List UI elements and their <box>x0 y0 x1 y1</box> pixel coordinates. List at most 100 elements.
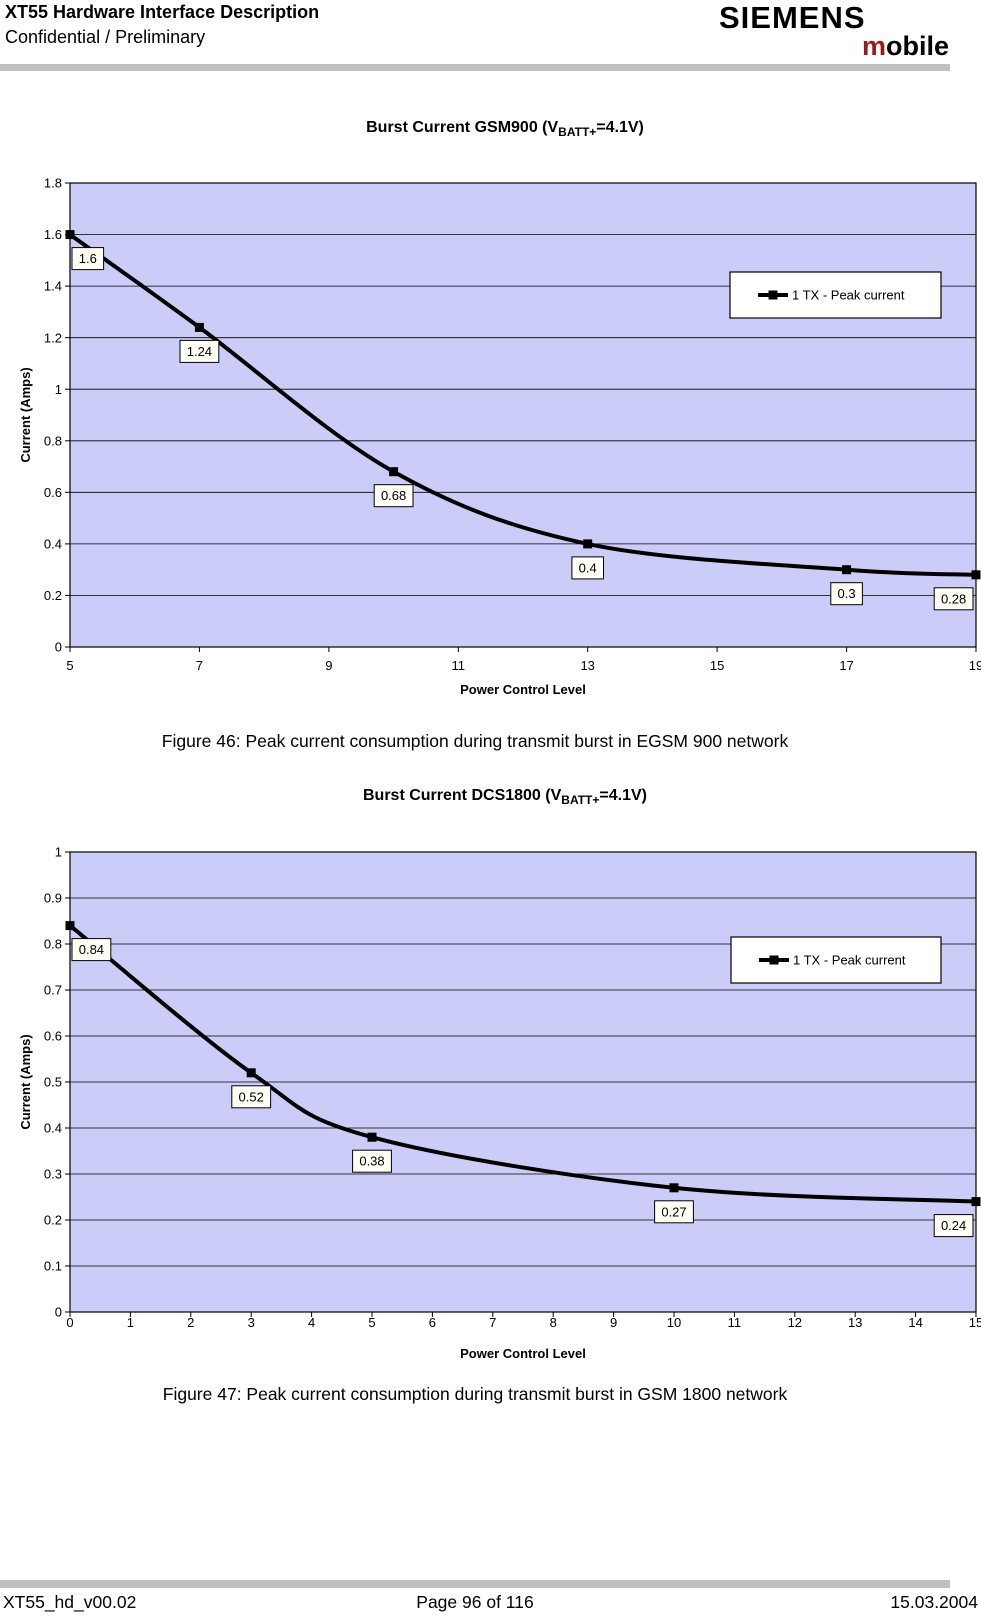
data-label-box <box>933 587 974 611</box>
x-tick-label: 10 <box>667 1315 681 1330</box>
footer-divider <box>0 1580 950 1588</box>
data-label: 0.27 <box>661 1204 686 1219</box>
data-label-box <box>231 1085 272 1109</box>
y-axis-title: Current (Amps) <box>18 1034 33 1129</box>
data-label: 1.24 <box>187 344 212 359</box>
figure-46-caption: Figure 46: Peak current consumption duri… <box>161 731 789 751</box>
y-tick-label: 0.4 <box>44 536 62 551</box>
data-label-box <box>373 484 414 508</box>
y-tick-label: 0.4 <box>44 1121 62 1136</box>
data-point-marker <box>389 467 399 477</box>
header-divider <box>0 64 950 71</box>
y-tick-label: 0 <box>55 1305 62 1320</box>
y-tick-label: 0.8 <box>44 937 62 952</box>
x-tick-label: 0 <box>66 1315 73 1330</box>
y-tick-label: 0.6 <box>44 485 62 500</box>
siemens-logo: SIEMENS <box>719 0 866 35</box>
x-tick-label: 13 <box>580 658 594 673</box>
data-label-box <box>71 938 112 962</box>
document-title: XT55 Hardware Interface Description <box>5 2 320 22</box>
data-label-box <box>830 582 863 606</box>
data-point-marker <box>971 570 981 580</box>
x-tick-label: 11 <box>728 1315 742 1330</box>
y-tick-label: 0.7 <box>44 983 62 998</box>
data-label: 0.68 <box>381 488 406 503</box>
data-label-box <box>179 339 220 363</box>
data-point-marker <box>583 539 593 549</box>
data-point-marker <box>842 565 852 575</box>
data-label-box <box>71 247 105 271</box>
chart-burst-current-dcs1800: 00.10.20.30.40.50.60.70.80.910 1 2 3 4 5 6 7 8 9 1… <box>18 787 981 1361</box>
y-axis-title: Current (Amps) <box>18 367 33 462</box>
y-tick-label: 1.8 <box>44 176 62 191</box>
y-tick-label: 0.6 <box>44 1029 62 1044</box>
data-point-marker <box>246 1068 256 1078</box>
data-label-box <box>352 1149 392 1173</box>
y-tick-label: 1 <box>55 382 62 397</box>
data-point-marker <box>367 1132 377 1142</box>
legend-label: 1 TX - Peak current <box>792 288 905 303</box>
legend-square-marker <box>769 955 779 965</box>
y-tick-label: 0.2 <box>44 588 62 603</box>
y-tick-label: 0.2 <box>44 1213 62 1228</box>
legend-label: 1 TX - Peak current <box>793 953 906 968</box>
data-label: 0.3 <box>838 586 856 601</box>
data-label: 0.24 <box>941 1218 966 1233</box>
chart-burst-current-gsm900: 0 0.2 0.4 0.6 0.8 1 1.2 1.4 1.6 1.8 5 7 9 11 13 15 17 19 B… <box>18 119 981 697</box>
plot-area <box>69 182 977 648</box>
legend-square-marker <box>768 290 778 300</box>
chart-title: Burst Current GSM900 (VBATT+=4.1V) <box>366 119 644 139</box>
y-tick-label: 0.8 <box>44 433 62 448</box>
x-tick-label: 17 <box>839 658 853 673</box>
data-point-marker <box>65 230 75 240</box>
data-point-marker <box>65 921 75 931</box>
x-axis-title: Power Control Level <box>460 1346 586 1361</box>
x-tick-label: 9 <box>325 658 332 673</box>
x-tick-label: 19 <box>969 658 981 673</box>
y-tick-label: 0.9 <box>44 891 62 906</box>
x-tick-label: 7 <box>489 1315 496 1330</box>
chart-title: Burst Current DCS1800 (VBATT+=4.1V) <box>363 787 647 807</box>
y-tick-label: 1.2 <box>44 330 62 345</box>
y-tick-label: 0.3 <box>44 1167 62 1182</box>
data-point-marker <box>194 322 204 332</box>
mobile-rest-letters: obile <box>885 31 949 61</box>
x-tick-label: 11 <box>452 658 466 673</box>
x-tick-label: 12 <box>788 1315 802 1330</box>
data-label: 0.52 <box>239 1089 264 1104</box>
y-tick-label: 0.1 <box>44 1259 62 1274</box>
x-tick-label: 15 <box>969 1315 981 1330</box>
x-tick-label: 13 <box>848 1315 862 1330</box>
data-label: 0.84 <box>79 942 104 957</box>
x-tick-label: 3 <box>248 1315 255 1330</box>
y-tick-label: 0 <box>55 640 62 655</box>
footer-date: 15.03.2004 <box>890 1592 978 1612</box>
data-label-box <box>654 1200 694 1224</box>
series-line <box>68 923 978 1204</box>
y-tick-label: 0.5 <box>44 1075 62 1090</box>
footer-page-number: Page 96 of 116 <box>416 1592 534 1612</box>
mobile-m-letter: m <box>861 31 886 61</box>
x-tick-label: 5 <box>368 1315 375 1330</box>
x-tick-label: 15 <box>710 658 724 673</box>
x-tick-label: 8 <box>550 1315 557 1330</box>
mobile-wordmark: mobile <box>862 31 949 62</box>
x-tick-label: 1 <box>127 1315 134 1330</box>
x-tick-label: 9 <box>610 1315 617 1330</box>
y-tick-label: 1 <box>55 845 62 860</box>
x-tick-label: 6 <box>429 1315 436 1330</box>
data-label-box <box>571 556 605 580</box>
footer-document-version: XT55_hd_v00.02 <box>3 1592 137 1612</box>
figure-47-caption: Figure 47: Peak current consumption duri… <box>162 1384 788 1404</box>
y-tick-label: 1.6 <box>44 227 62 242</box>
x-tick-label: 14 <box>908 1315 922 1330</box>
document-subtitle: Confidential / Preliminary <box>5 27 206 47</box>
data-point-marker <box>971 1197 981 1207</box>
x-tick-label: 4 <box>308 1315 315 1330</box>
data-point-marker <box>669 1183 679 1193</box>
x-tick-label: 2 <box>187 1315 194 1330</box>
data-label: 1.6 <box>79 251 97 266</box>
x-tick-label: 5 <box>66 658 73 673</box>
data-label-box <box>933 1214 974 1238</box>
